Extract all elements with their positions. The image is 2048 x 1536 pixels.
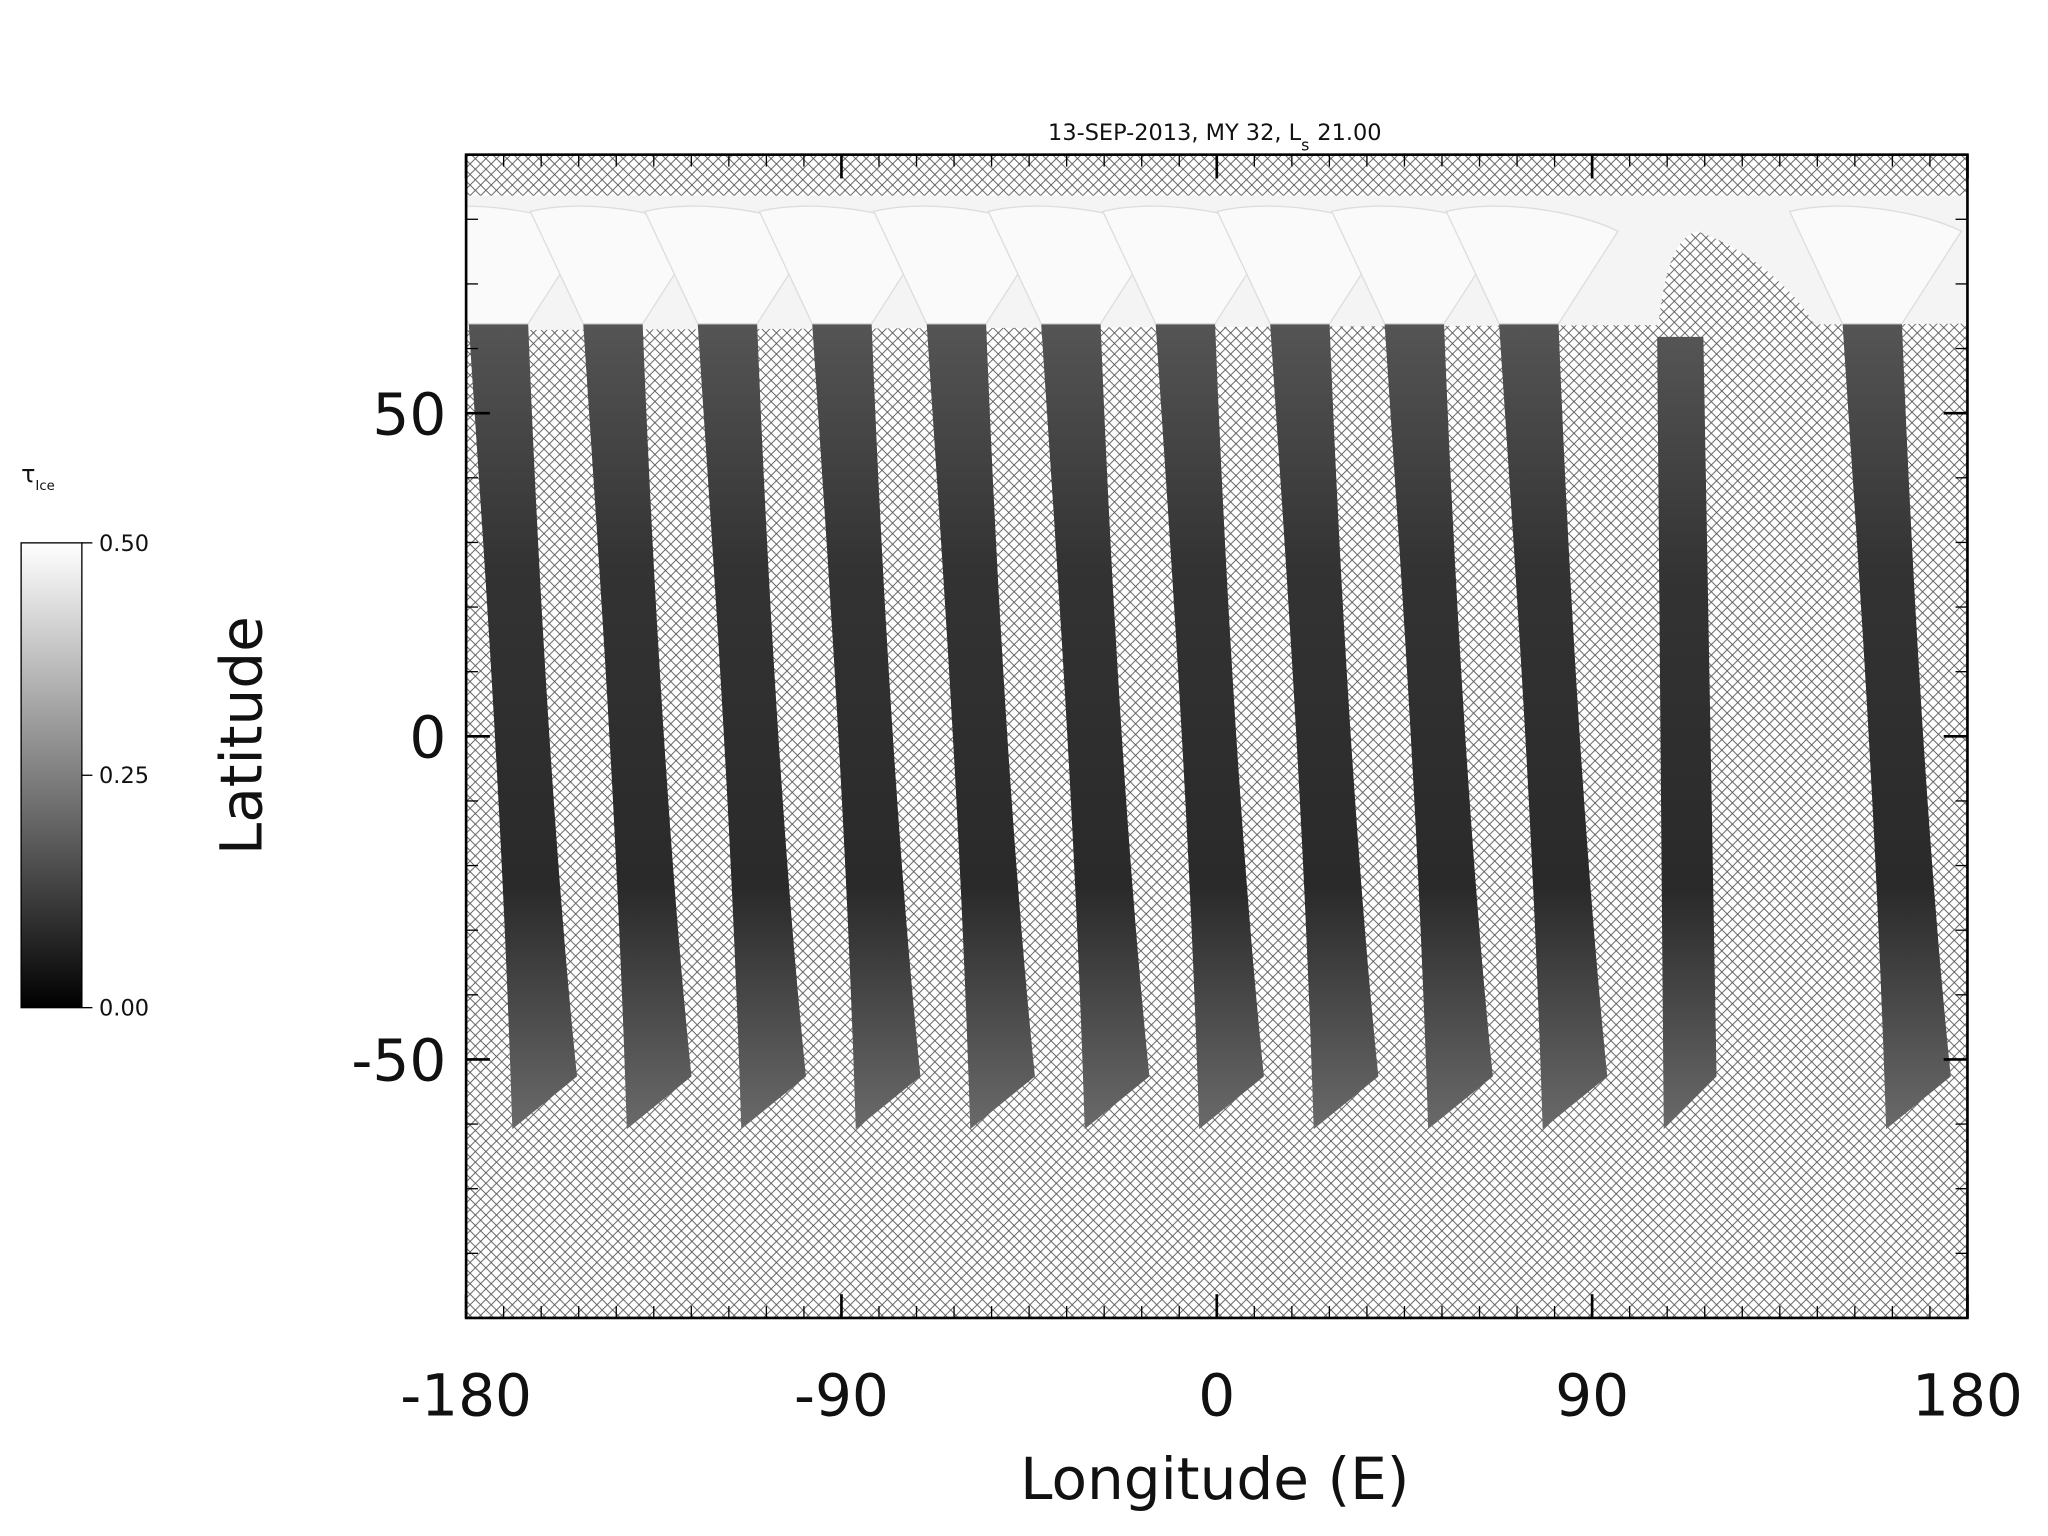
swath [1842,323,1951,1130]
x-tick-label: -180 [400,1362,532,1430]
x-tick-label: 180 [1912,1362,2023,1430]
chart-title: 13-SEP-2013, MY 32, Ls 21.00 [1048,120,1382,155]
colorbar [20,542,83,1009]
swath [468,323,578,1130]
swath [1270,323,1379,1130]
colorbar-tick-label: 0.00 [99,996,149,1022]
swath [1384,323,1493,1130]
swath [926,323,1035,1130]
colorbar-label: τIce [21,460,55,494]
colorbar-tick-label: 0.25 [99,763,149,789]
swaths [466,205,1963,1130]
swath-cap [1445,205,1619,325]
swath [583,323,692,1130]
swath [812,323,921,1130]
title-subscript: s [1301,136,1309,155]
no-data-dome [1657,231,1820,337]
title-text: 13-SEP-2013, MY 32, L [1048,120,1302,146]
y-tick-label: 50 [372,380,446,448]
swath [1155,323,1264,1130]
x-tick-label: 0 [1198,1362,1235,1430]
swath [1041,323,1150,1130]
title-value: 21.00 [1317,120,1381,146]
x-tick-label: 90 [1555,1362,1629,1430]
colorbar-symbol: τ [21,460,35,488]
y-axis-label: Latitude [207,616,275,855]
colorbar-subscript: Ice [35,479,54,494]
map-area [466,154,1968,1318]
y-tick-label: 0 [409,703,446,771]
swath [1657,336,1717,1130]
y-tick-label: -50 [351,1027,446,1095]
colorbar-tick-label: 0.50 [99,531,149,557]
swath [1499,323,1608,1130]
swath [697,323,806,1130]
swath-cap [1788,205,1963,325]
x-axis-label: Longitude (E) [1020,1445,1409,1513]
x-tick-label: -90 [794,1362,889,1430]
